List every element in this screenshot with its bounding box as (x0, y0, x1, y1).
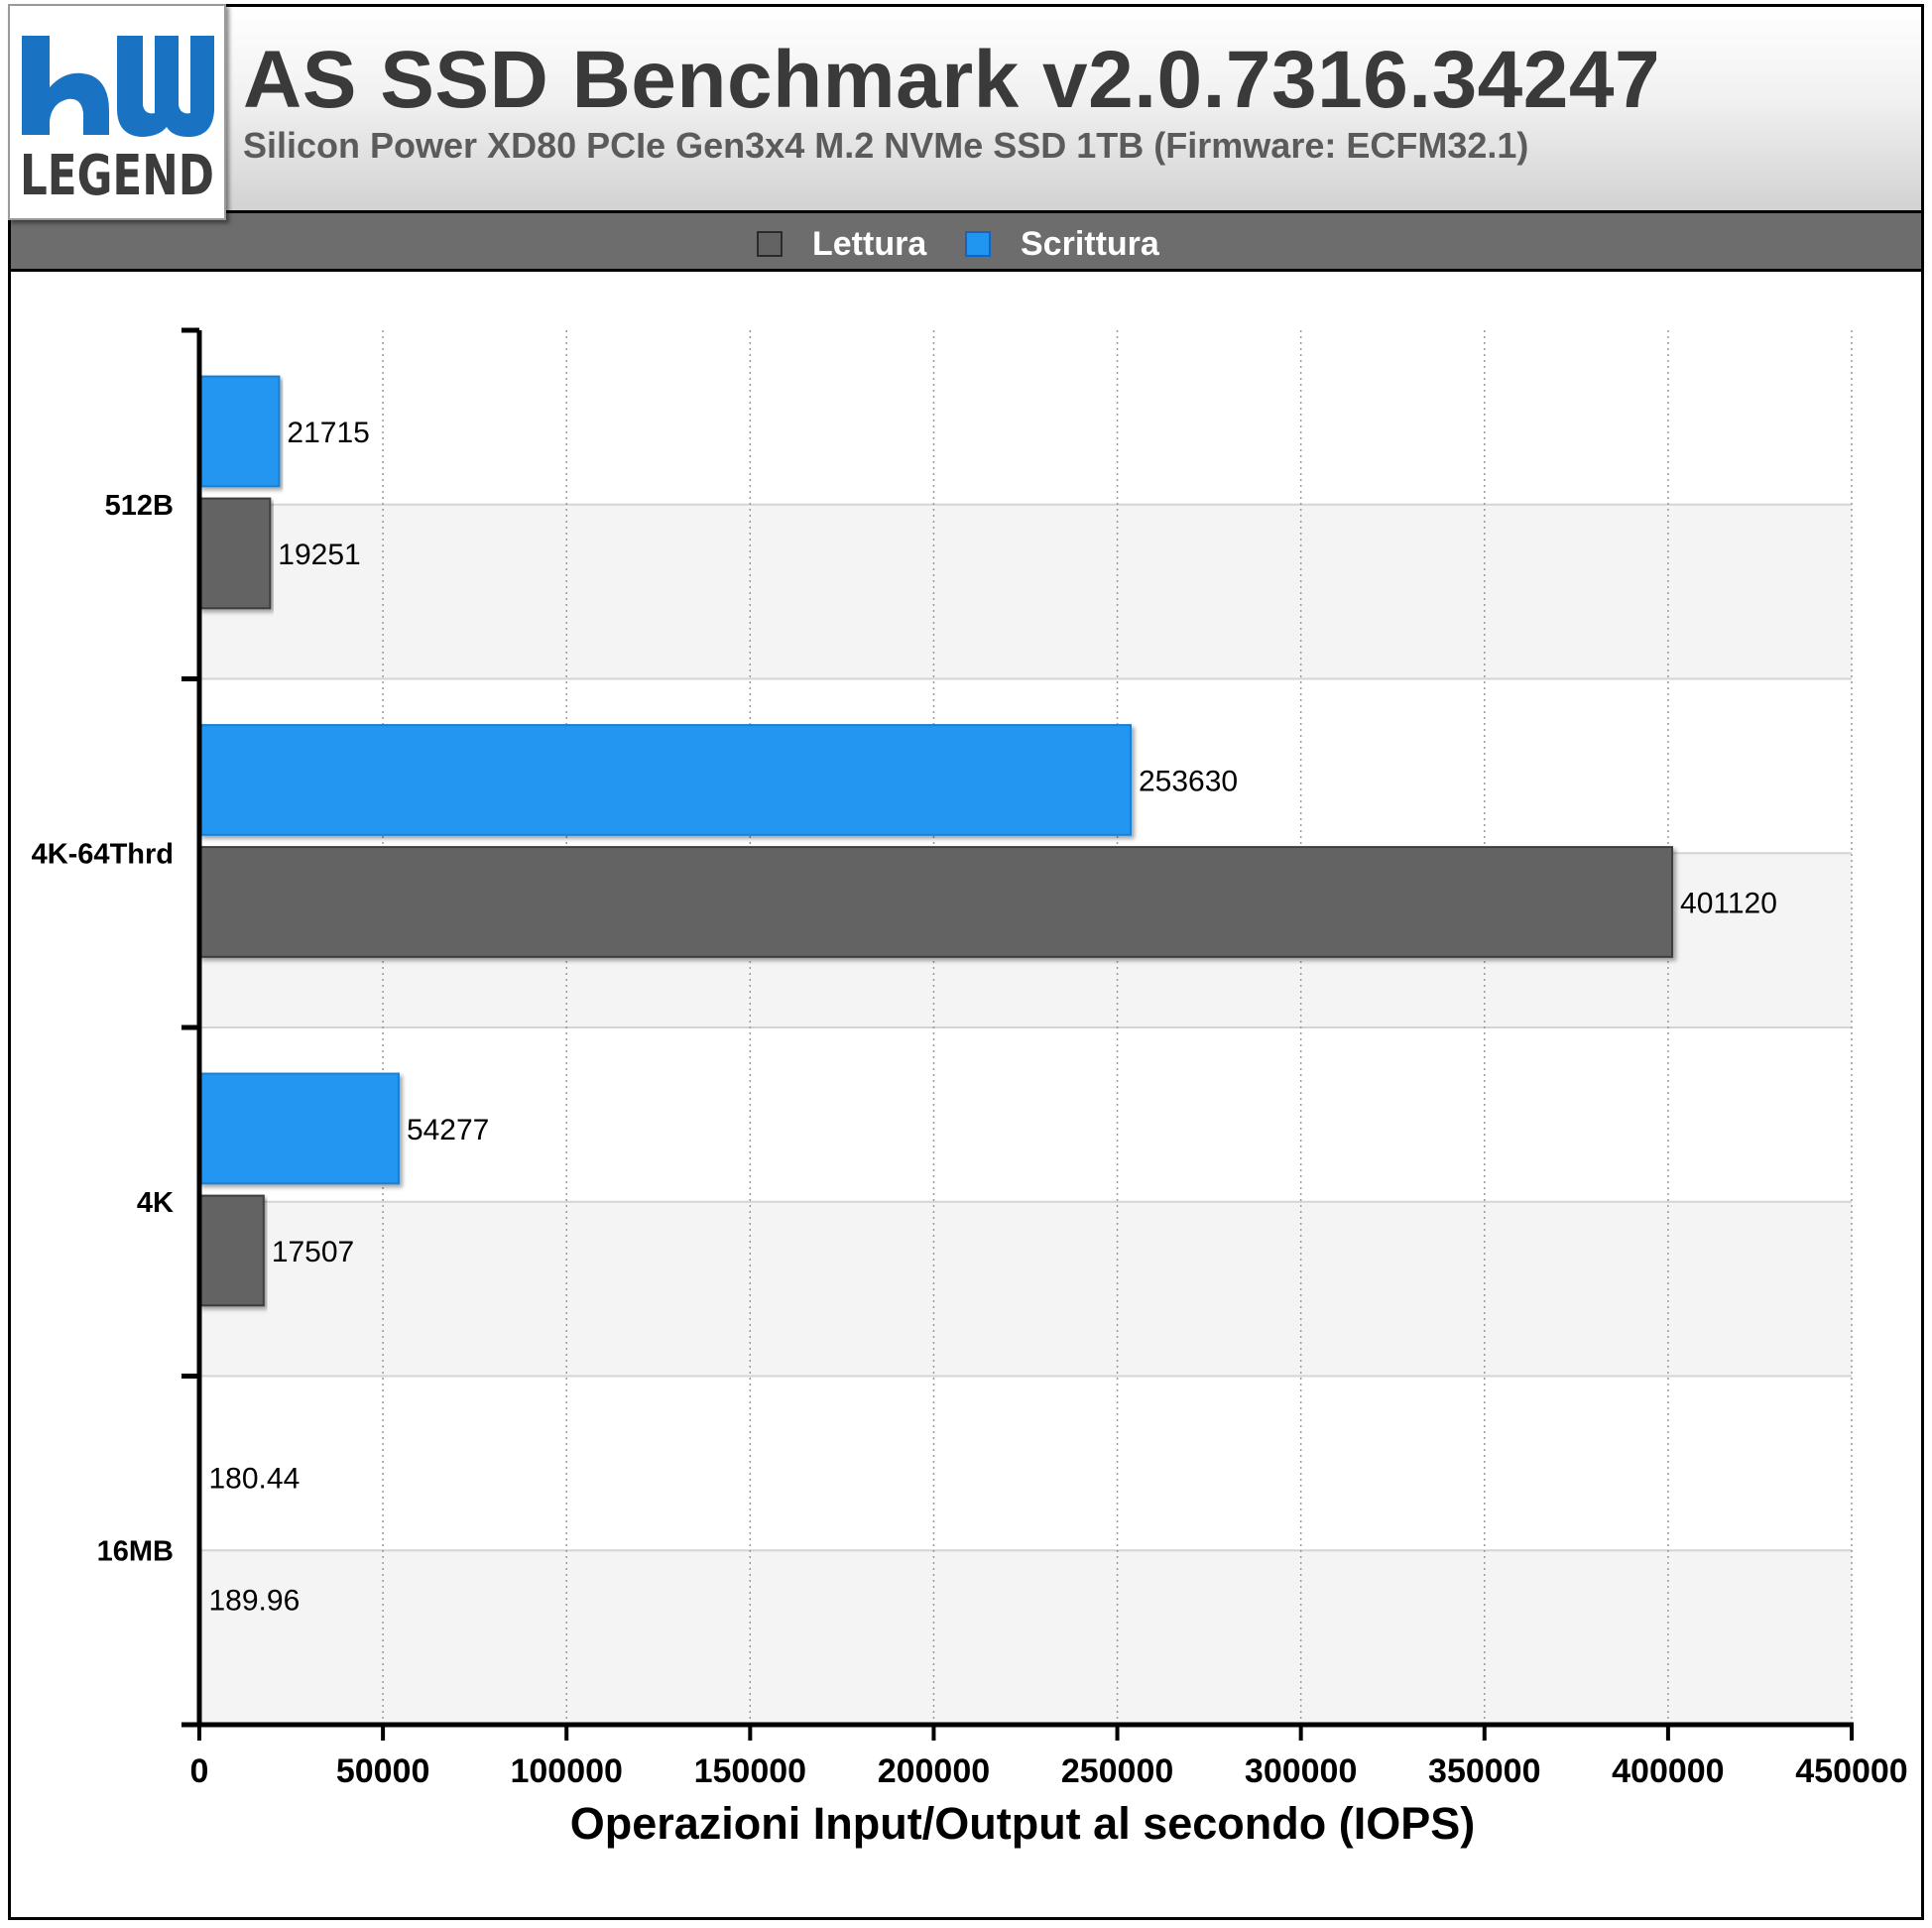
value-label-lettura-512b: 19251 (278, 539, 360, 571)
value-label-lettura-4k-64thrd: 401120 (1680, 887, 1777, 919)
axes (181, 327, 1854, 1741)
value-label-scrittura-16mb: 180.44 (209, 1462, 301, 1495)
x-tick-label: 0 (190, 1752, 209, 1790)
plot-band (199, 1550, 1852, 1725)
category-label: 4K-64Thrd (32, 838, 174, 870)
value-label-scrittura-4k: 54277 (407, 1114, 489, 1146)
legend-label-scrittura: Scrittura (1021, 225, 1159, 263)
value-label-scrittura-512b: 21715 (287, 417, 369, 449)
x-axis-title: Operazioni Input/Output al secondo (IOPS… (570, 1798, 1476, 1849)
x-tick-label: 100000 (510, 1752, 622, 1790)
x-tick-label: 150000 (694, 1752, 806, 1790)
bar-lettura-4k-64thrd (198, 846, 1674, 958)
x-tick-label: 350000 (1428, 1752, 1540, 1790)
chart-title: AS SSD Benchmark v2.0.7316.34247 (243, 35, 1661, 125)
category-label: 4K (137, 1187, 174, 1219)
plot-band (199, 330, 1852, 505)
value-label-lettura-16mb: 189.96 (209, 1584, 301, 1617)
x-tick-label: 250000 (1061, 1752, 1173, 1790)
value-label-lettura-4k: 17507 (272, 1236, 354, 1268)
bar-lettura-4k (198, 1194, 265, 1307)
category-label: 512B (105, 490, 174, 522)
hw-legend-logo: LEGEND (8, 4, 226, 220)
legend-label-lettura: Lettura (812, 225, 927, 263)
value-label-scrittura-4k-64thrd: 253630 (1139, 765, 1238, 797)
category-label: 16MB (97, 1535, 174, 1567)
bar-scrittura-4k (198, 1072, 400, 1185)
plot-band (199, 1027, 1852, 1202)
bar-lettura-512b (198, 497, 272, 610)
svg-text:LEGEND: LEGEND (20, 144, 214, 208)
labels: 21715 253630 54277 180.44 19251 401120 17507 18… (32, 417, 1908, 1790)
plot-band (199, 1376, 1852, 1551)
x-tick-label: 400000 (1612, 1752, 1724, 1790)
legend-swatch-lettura (757, 231, 783, 257)
x-tick-label: 50000 (336, 1752, 430, 1790)
plot-band (199, 1201, 1852, 1377)
legend: Lettura Scrittura (8, 210, 1924, 272)
x-tick-label: 300000 (1245, 1752, 1357, 1790)
x-tick-label: 200000 (878, 1752, 990, 1790)
plot-band (199, 504, 1852, 679)
x-tick-label: 450000 (1795, 1752, 1907, 1790)
bar-scrittura-512b (198, 375, 281, 488)
legend-swatch-scrittura (965, 231, 991, 257)
bar-scrittura-4k-64thrd (198, 724, 1132, 836)
chart-subtitle: Silicon Power XD80 PCIe Gen3x4 M.2 NVMe … (243, 125, 1529, 166)
chart-header (8, 4, 1924, 210)
bars (198, 375, 1674, 1655)
